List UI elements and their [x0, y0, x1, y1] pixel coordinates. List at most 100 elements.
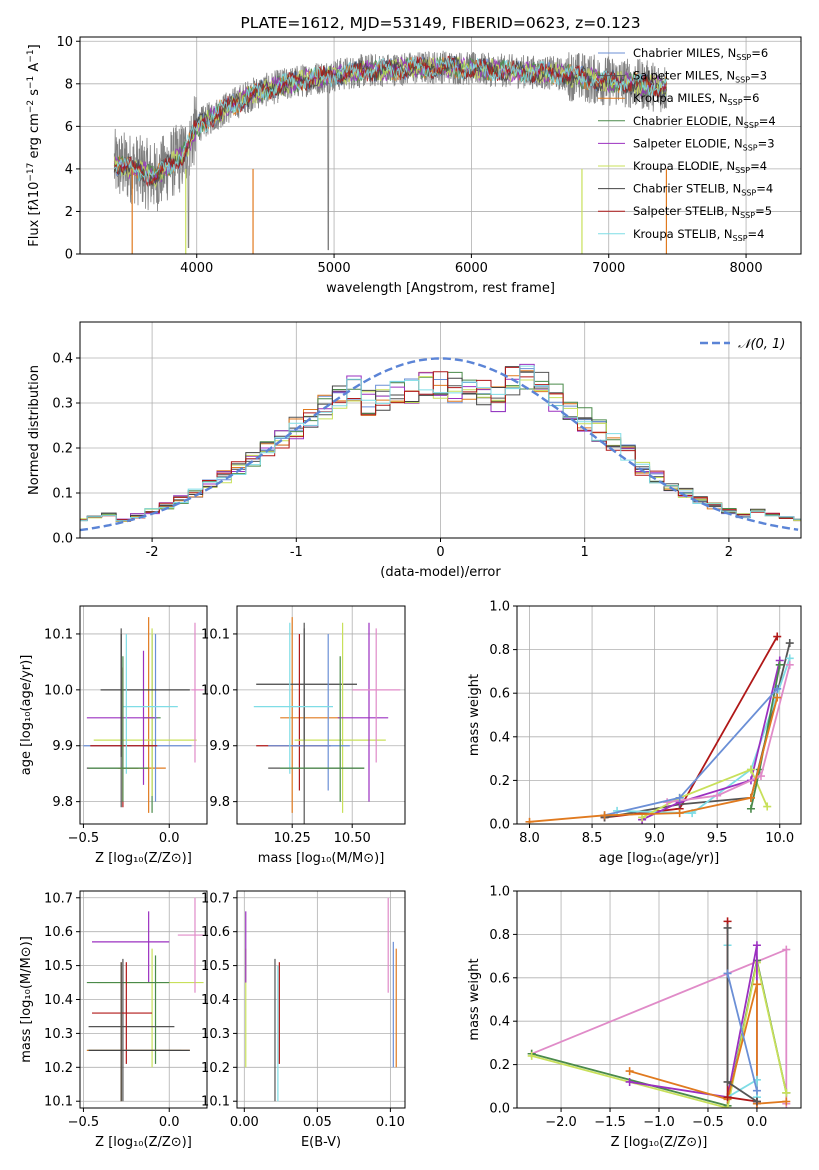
chart-title: PLATE=1612, MJD=53149, FIBERID=0623, z=0… [240, 14, 640, 32]
x-axis-label: E(B-V) [301, 1135, 341, 1150]
y-tick-label: 9.8 [209, 795, 230, 810]
y-tick-label: 0.2 [489, 774, 510, 789]
plot-area [83, 617, 204, 813]
y-tick-label: 10.1 [44, 1095, 73, 1110]
legend-label: Salpeter STELIB, NSSP=5 [633, 204, 772, 220]
y-tick-label: 0.2 [52, 442, 73, 457]
point-marker [752, 1086, 761, 1095]
legend-label-tail: =5 [755, 204, 772, 218]
point-marker [773, 693, 782, 702]
point-marker [675, 809, 684, 818]
y-tick-label: 0.4 [52, 352, 73, 367]
point-marker [756, 772, 765, 781]
y-tick-label: 9.9 [52, 739, 73, 754]
y-axis-label-part: Flux [f [27, 205, 42, 246]
histogram-step [80, 365, 801, 522]
legend-label-sub: SSP [736, 53, 751, 62]
point-marker [600, 811, 609, 820]
x-tick-label: 9.5 [707, 831, 728, 846]
x-tick-label: 10.50 [334, 831, 371, 846]
point-marker [723, 1104, 732, 1108]
legend-label-tail: =6 [743, 91, 760, 105]
x-tick-label: 8.5 [582, 831, 603, 846]
x-axis-label: age [log₁₀(age/yr)] [599, 851, 720, 866]
plot-area [80, 357, 801, 532]
point-marker [723, 1093, 732, 1102]
y-tick-label: 9.8 [52, 795, 73, 810]
point-marker [752, 941, 761, 950]
x-axis-label: Z [log₁₀(Z/Z⊙)] [95, 851, 192, 866]
legend-label-tail: =3 [758, 136, 775, 150]
point-marker [785, 639, 794, 648]
panel-6: −0.5 0.0 10.1 10.2 10.3 10.4 10.5 10.6 10.7 Z [lo… [19, 890, 208, 1150]
legend-label-text: Salpeter MILES, N [633, 69, 735, 83]
y-tick-label: 0 [65, 248, 73, 263]
x-tick-label: 0 [436, 545, 444, 560]
mass-weight-line [617, 658, 791, 815]
point-marker [723, 923, 732, 932]
point-marker [625, 1067, 634, 1076]
legend-label-tail: =3 [750, 69, 767, 83]
x-tick-label: 0.10 [376, 1115, 405, 1130]
legend-label-sub: SSP [735, 166, 750, 175]
grid [80, 322, 801, 539]
y-axis-label: mass weight [467, 674, 482, 756]
y-tick-label: 0.3 [52, 397, 73, 412]
x-tick-label: 5000 [318, 261, 351, 276]
axes-frame [79, 605, 208, 825]
point-marker [746, 793, 755, 802]
x-tick-label: 10.25 [274, 831, 311, 846]
grid [237, 891, 405, 1108]
point-marker [782, 1088, 791, 1097]
x-tick-label: 10.0 [765, 831, 794, 846]
y-tick-label: 10.6 [44, 925, 73, 940]
legend-label-text: Kroupa MILES, N [633, 91, 728, 105]
y-tick-label: 0.0 [52, 532, 73, 547]
point-marker [782, 945, 791, 954]
legend-label-sub: SSP [728, 98, 743, 107]
legend-label: Chabrier ELODIE, NSSP=4 [633, 114, 776, 130]
x-tick-label: 8.0 [519, 831, 540, 846]
legend-label: Salpeter MILES, NSSP=3 [633, 69, 767, 85]
legend-label-sub: SSP [744, 121, 759, 130]
y-tick-label: 10.3 [201, 1027, 230, 1042]
legend-label-text: Salpeter ELODIE, N [633, 136, 743, 150]
mass-weight-line [726, 973, 758, 1091]
legend-label-text: Kroupa ELODIE, N [633, 159, 735, 173]
y-tick-label: 10.4 [201, 993, 230, 1008]
point-marker [625, 1077, 634, 1086]
y-axis-label-part: s [27, 89, 42, 100]
y-tick-label: 10.7 [201, 891, 230, 906]
x-tick-label: 0.00 [230, 1115, 259, 1130]
x-axis-label: wavelength [Angstrom, rest frame] [326, 281, 555, 296]
legend-label-tail: =4 [748, 227, 765, 241]
plot-area [253, 617, 401, 824]
panel-8: −2.0 −1.5 −1.0 −0.5 0.0 0.0 0.2 0.4 0.6 0.8 1.0 Z [… [467, 885, 802, 1150]
y-axis-label: Flux [fλ10−17 erg cm−2 s−1 A−1] [26, 44, 42, 246]
panel-4: 10.25 10.50 9.8 9.9 10.0 10.1 mass [log₁₀(M/M⊙… [201, 605, 406, 866]
x-axis-label: mass [log₁₀(M/M⊙)] [258, 851, 385, 866]
y-tick-label: 0.0 [489, 1102, 510, 1117]
y-axis-label: age [log₁₀(age/yr)] [19, 655, 34, 776]
legend-label-tail: =4 [756, 182, 773, 196]
y-tick-label: 10.1 [201, 627, 230, 642]
y-tick-label: 0.2 [489, 1058, 510, 1073]
legend-label-sub: SSP [735, 76, 750, 85]
y-axis-label-part: 10 [27, 182, 42, 199]
point-marker [675, 793, 684, 802]
x-tick-label: -1 [290, 545, 303, 560]
legend-label-tail: =6 [751, 46, 768, 60]
x-tick-label: −1.5 [594, 1115, 626, 1130]
point-marker [723, 1077, 732, 1086]
panel-3: −0.5 0.0 9.8 9.9 10.0 10.1 Z [log₁₀(Z/Z⊙)] age … [19, 605, 208, 866]
y-tick-label: 0.4 [489, 1015, 510, 1030]
legend-label-tail: =4 [750, 159, 767, 173]
y-axis-label: mass weight [467, 958, 482, 1040]
y-tick-label: 0.8 [489, 643, 510, 658]
y-axis-label-part: −17 [26, 163, 36, 182]
y-tick-label: 4 [65, 162, 73, 177]
plot-area [525, 632, 794, 824]
legend-label-text: Chabrier MILES, N [633, 46, 736, 60]
y-tick-label: 10.6 [201, 925, 230, 940]
y-tick-label: 10.1 [201, 1095, 230, 1110]
